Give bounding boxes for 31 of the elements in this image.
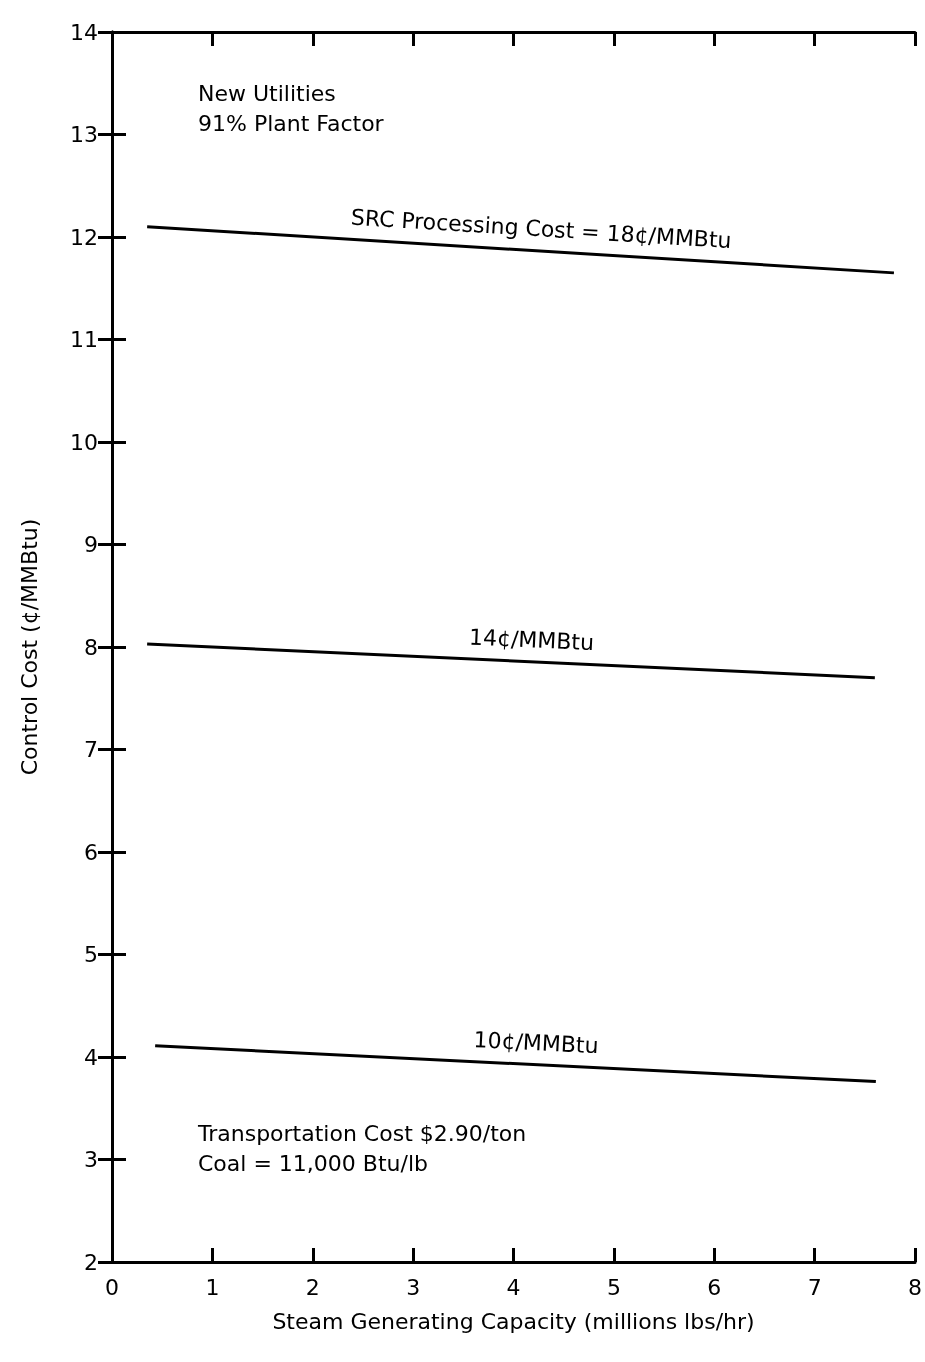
x-tick-label: 4 (506, 1274, 521, 1300)
y-tick-label: 5 (84, 942, 98, 967)
series-label: 14¢/MMBtu (468, 624, 595, 656)
y-tick-label: 13 (70, 122, 98, 147)
y-tick-label: 3 (84, 1147, 98, 1172)
y-tick-label: 11 (70, 327, 98, 352)
x-tick-label: 1 (205, 1274, 220, 1300)
x-tick-label: 2 (305, 1274, 320, 1300)
y-tick-label: 2 (84, 1249, 98, 1275)
x-tick-label: 6 (707, 1274, 722, 1300)
y-tick-label: 10 (70, 429, 98, 455)
series-label: SRC Processing Cost = 18¢/MMBtu (350, 204, 733, 254)
series-label: 10¢/MMBtu (473, 1027, 600, 1059)
y-tick-label: 14 (70, 19, 98, 45)
annotation: Transportation Cost $2.90/ton (197, 1120, 527, 1146)
y-tick-label: 8 (84, 634, 98, 660)
annotation: 91% Plant Factor (198, 110, 385, 136)
x-tick-label: 8 (908, 1274, 922, 1300)
annotation: Coal = 11,000 Btu/lb (198, 1150, 428, 1176)
x-tick-label: 7 (807, 1274, 822, 1300)
x-tick-label: 0 (105, 1274, 119, 1300)
y-tick-label: 12 (70, 224, 98, 250)
y-axis-title: Control Cost (¢/MMBtu) (16, 518, 42, 776)
y-tick-label: 6 (84, 839, 98, 865)
x-axis-title: Steam Generating Capacity (millions lbs/hr) (272, 1308, 755, 1334)
x-tick-label: 5 (606, 1274, 621, 1300)
annotation: New Utilities (198, 80, 336, 106)
y-tick-label: 9 (84, 532, 98, 557)
y-tick-label: 7 (84, 737, 98, 762)
x-tick-label: 3 (406, 1274, 421, 1300)
y-tick-label: 4 (84, 1044, 98, 1070)
